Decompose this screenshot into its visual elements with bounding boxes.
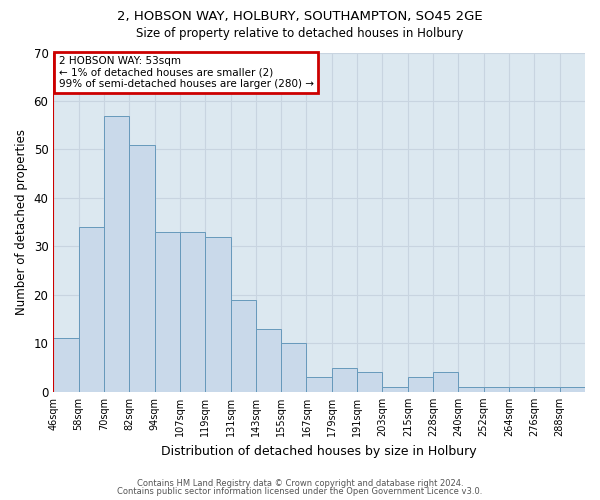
Bar [408,378,433,392]
Bar [205,236,230,392]
Bar [230,300,256,392]
Bar [560,387,585,392]
Text: 2 HOBSON WAY: 53sqm
← 1% of detached houses are smaller (2)
99% of semi-detached: 2 HOBSON WAY: 53sqm ← 1% of detached hou… [59,56,314,89]
Bar [535,387,560,392]
Bar [281,344,307,392]
Bar [509,387,535,392]
Bar [53,338,79,392]
Bar [180,232,205,392]
Bar [129,144,155,392]
Bar [256,329,281,392]
Bar [357,372,382,392]
Bar [484,387,509,392]
Text: Contains public sector information licensed under the Open Government Licence v3: Contains public sector information licen… [118,487,482,496]
Bar [155,232,180,392]
Bar [104,116,129,392]
Bar [458,387,484,392]
Bar [332,368,357,392]
Text: Contains HM Land Registry data © Crown copyright and database right 2024.: Contains HM Land Registry data © Crown c… [137,478,463,488]
X-axis label: Distribution of detached houses by size in Holbury: Distribution of detached houses by size … [161,444,477,458]
Y-axis label: Number of detached properties: Number of detached properties [15,129,28,315]
Text: 2, HOBSON WAY, HOLBURY, SOUTHAMPTON, SO45 2GE: 2, HOBSON WAY, HOLBURY, SOUTHAMPTON, SO4… [117,10,483,23]
Bar [382,387,408,392]
Bar [307,378,332,392]
Text: Size of property relative to detached houses in Holbury: Size of property relative to detached ho… [136,28,464,40]
Bar [433,372,458,392]
Bar [79,227,104,392]
